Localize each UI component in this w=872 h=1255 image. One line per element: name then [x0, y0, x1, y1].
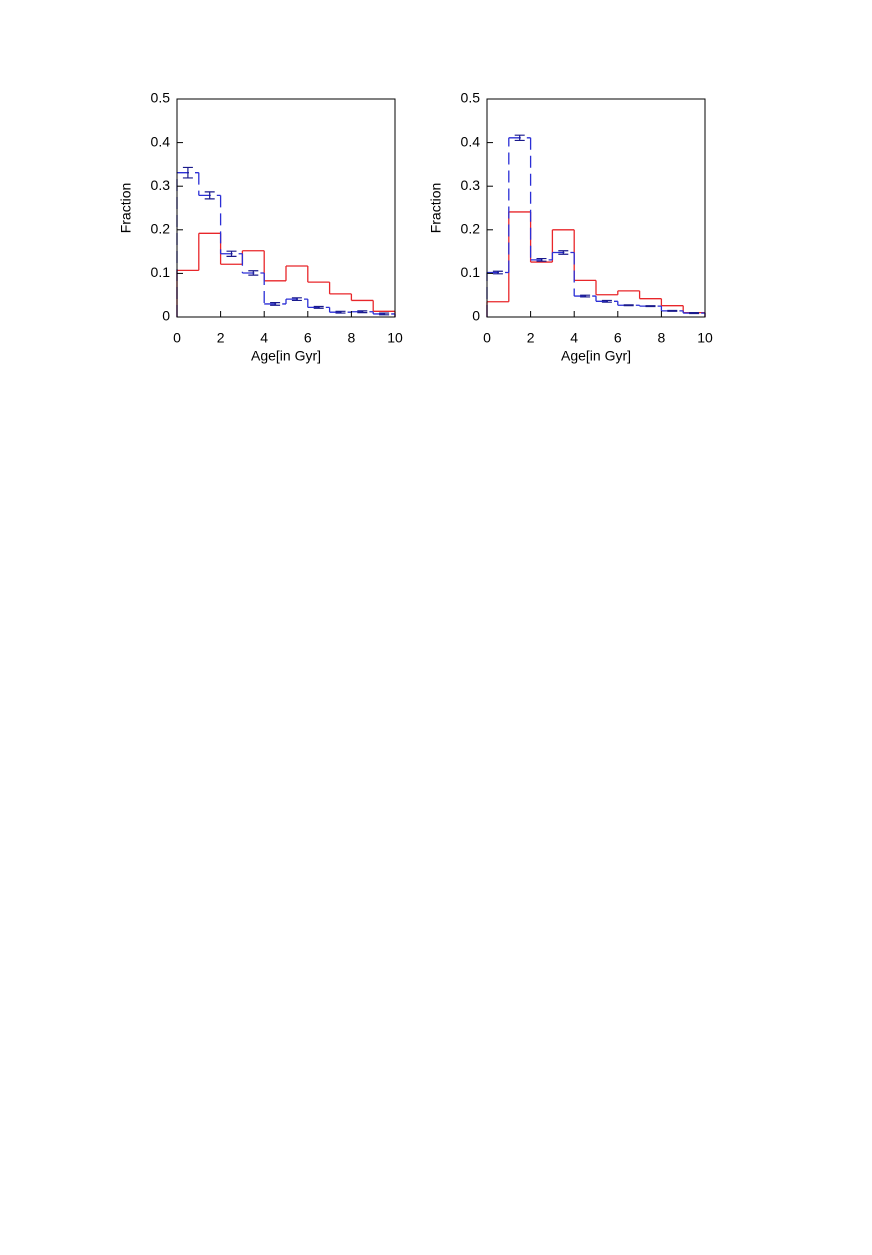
x-tick-label: 2: [527, 330, 535, 346]
x-tick-label: 4: [260, 330, 268, 346]
x-axis-label: Age[in Gyr]: [251, 348, 321, 364]
histogram-chart: 0 0.1 0.2 0.3 0.4 0.5 0 2 4 6 8 10 Age[in Gyr] Fracti…: [118, 90, 403, 364]
y-tick-label: 0.3: [151, 177, 171, 193]
x-tick-label: 6: [304, 330, 312, 346]
y-tick-label: 0: [162, 308, 170, 324]
y-tick-label: 0.2: [461, 221, 481, 237]
error-bar: [558, 250, 569, 255]
histogram-chart: 0 0.1 0.2 0.3 0.4 0.5 0 2 4 6 8 10 Age[in Gyr] Fracti…: [428, 90, 713, 364]
plot-frame: [486, 98, 706, 318]
x-tick-label: 10: [697, 330, 713, 346]
error-bar: [270, 302, 281, 306]
x-tick-label: 6: [614, 330, 622, 346]
y-tick-label: 0.4: [151, 133, 171, 149]
y-tick-label: 0.3: [461, 177, 481, 193]
y-tick-label: 0.1: [461, 264, 481, 280]
error-bar: [667, 309, 678, 312]
error-bar: [645, 305, 656, 308]
error-bar: [291, 297, 302, 302]
y-tick-label: 0.1: [151, 264, 171, 280]
error-bar: [514, 134, 525, 142]
y-tick-label: 0.5: [461, 90, 481, 106]
error-bar: [580, 294, 591, 298]
error-bar: [492, 270, 503, 275]
y-tick-label: 0: [472, 308, 480, 324]
error-bar: [313, 305, 324, 309]
y-tick-label: 0.5: [151, 90, 171, 106]
x-tick-label: 8: [658, 330, 666, 346]
error-bar: [248, 270, 259, 276]
x-tick-label: 0: [483, 330, 491, 346]
y-axis-label: Fraction: [428, 183, 444, 234]
error-bar: [536, 257, 547, 262]
x-axis-label: Age[in Gyr]: [561, 348, 631, 364]
error-bar: [182, 166, 193, 179]
error-bar: [623, 304, 634, 307]
error-bar: [226, 250, 237, 257]
y-tick-label: 0.2: [151, 221, 171, 237]
x-tick-label: 4: [570, 330, 578, 346]
x-tick-label: 8: [348, 330, 356, 346]
y-axis-label: Fraction: [118, 183, 134, 234]
error-bar: [335, 310, 346, 314]
y-tick-label: 0.4: [461, 133, 481, 149]
error-bar: [689, 312, 700, 315]
error-bar: [601, 299, 612, 303]
x-tick-label: 0: [173, 330, 181, 346]
x-tick-label: 10: [387, 330, 403, 346]
error-bar: [204, 191, 215, 200]
error-bar: [379, 312, 390, 316]
error-bar: [357, 310, 368, 314]
plot-frame: [176, 98, 396, 318]
x-tick-label: 2: [217, 330, 225, 346]
